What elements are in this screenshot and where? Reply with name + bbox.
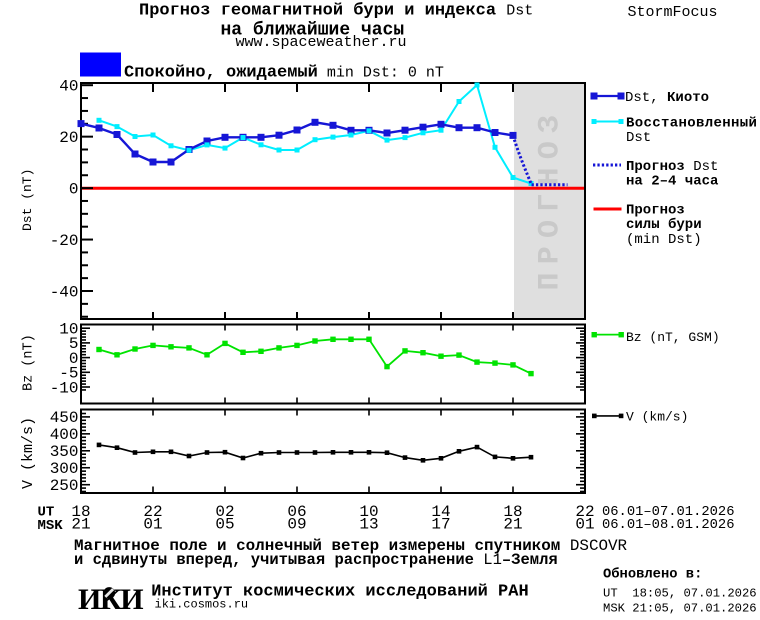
- svg-text:21: 21: [503, 516, 522, 534]
- svg-text:0: 0: [69, 180, 79, 198]
- svg-text:05: 05: [215, 516, 234, 534]
- svg-text:13: 13: [359, 516, 378, 534]
- svg-text:22: 22: [575, 503, 594, 521]
- svg-text:18: 18: [503, 503, 522, 521]
- svg-text:www.spaceweather.ru: www.spaceweather.ru: [236, 34, 407, 51]
- svg-text:21: 21: [71, 516, 90, 534]
- svg-text:Прогноз геомагнитной бури и ин: Прогноз геомагнитной бури и индекса Dst: [139, 2, 533, 21]
- svg-text:01: 01: [143, 516, 162, 534]
- svg-text:ПРОГНОЗ: ПРОГНОЗ: [534, 107, 568, 291]
- svg-text:StormFocus: StormFocus: [628, 4, 718, 21]
- svg-text:Прогноз Dst: Прогноз Dst: [626, 159, 718, 175]
- svg-text:-20: -20: [50, 232, 79, 250]
- svg-text:силы бури: силы бури: [626, 217, 702, 233]
- svg-text:06.01–07.01.2026: 06.01–07.01.2026: [602, 505, 734, 520]
- svg-text:-40: -40: [50, 283, 79, 301]
- svg-text:V (km/s): V (km/s): [626, 410, 688, 425]
- svg-text:Dst: Dst: [626, 130, 651, 146]
- svg-text:(min Dst): (min Dst): [626, 232, 702, 248]
- svg-text:5: 5: [69, 335, 79, 353]
- svg-text:14: 14: [431, 503, 450, 521]
- svg-text:Институт космических исследова: Институт космических исследований РАН: [151, 583, 528, 602]
- svg-text:Спокойно, ожидаемый min Dst: 0: Спокойно, ожидаемый min Dst: 0 nT: [124, 64, 444, 83]
- svg-text:и сдвинуты вперед, учитывая ра: и сдвинуты вперед, учитывая распростране…: [74, 551, 558, 569]
- svg-text:Bz (nT, GSM): Bz (nT, GSM): [626, 330, 720, 345]
- svg-text:iki.cosmos.ru: iki.cosmos.ru: [155, 598, 249, 612]
- svg-text:06: 06: [287, 503, 306, 521]
- svg-text:18: 18: [71, 503, 90, 521]
- svg-text:40: 40: [59, 78, 78, 96]
- svg-text:Обновлено в:: Обновлено в:: [603, 567, 702, 583]
- svg-text:V (km/s): V (km/s): [20, 417, 37, 489]
- svg-text:UT: UT: [38, 505, 55, 521]
- svg-text:0: 0: [69, 350, 79, 368]
- svg-text:MSK 21:05, 07.01.2026: MSK 21:05, 07.01.2026: [603, 602, 757, 616]
- svg-text:MSK: MSK: [38, 518, 64, 534]
- svg-text:10: 10: [59, 321, 78, 339]
- svg-text:Dst (nT): Dst (nT): [20, 169, 35, 231]
- svg-text:17: 17: [431, 516, 450, 534]
- svg-text:на ближайшие часы: на ближайшие часы: [221, 20, 405, 41]
- svg-text:450: 450: [50, 409, 79, 427]
- svg-text:01: 01: [575, 516, 594, 534]
- svg-text:20: 20: [59, 129, 78, 147]
- svg-text:02: 02: [215, 503, 234, 521]
- svg-text:09: 09: [287, 516, 306, 534]
- svg-text:22: 22: [143, 503, 162, 521]
- svg-text:Прогноз: Прогноз: [626, 203, 685, 219]
- svg-text:на 2–4 часа: на 2–4 часа: [626, 173, 719, 189]
- svg-text:06.01–08.01.2026: 06.01–08.01.2026: [602, 518, 734, 533]
- svg-text:-10: -10: [50, 379, 79, 397]
- svg-text:300: 300: [50, 460, 79, 478]
- svg-text:UT 18:05, 07.01.2026: UT 18:05, 07.01.2026: [603, 587, 757, 601]
- svg-text:350: 350: [50, 443, 79, 461]
- svg-text:400: 400: [50, 426, 79, 444]
- svg-text:Магнитное поле и солнечный вет: Магнитное поле и солнечный ветер измерен…: [74, 537, 628, 555]
- svg-text:Dst, Киото: Dst, Киото: [625, 90, 709, 106]
- svg-text:250: 250: [50, 477, 79, 495]
- svg-text:Bz (nT): Bz (nT): [22, 334, 37, 391]
- svg-text:-5: -5: [59, 365, 78, 383]
- svg-text:10: 10: [359, 503, 378, 521]
- svg-text:Восстановленный: Восстановленный: [626, 115, 757, 131]
